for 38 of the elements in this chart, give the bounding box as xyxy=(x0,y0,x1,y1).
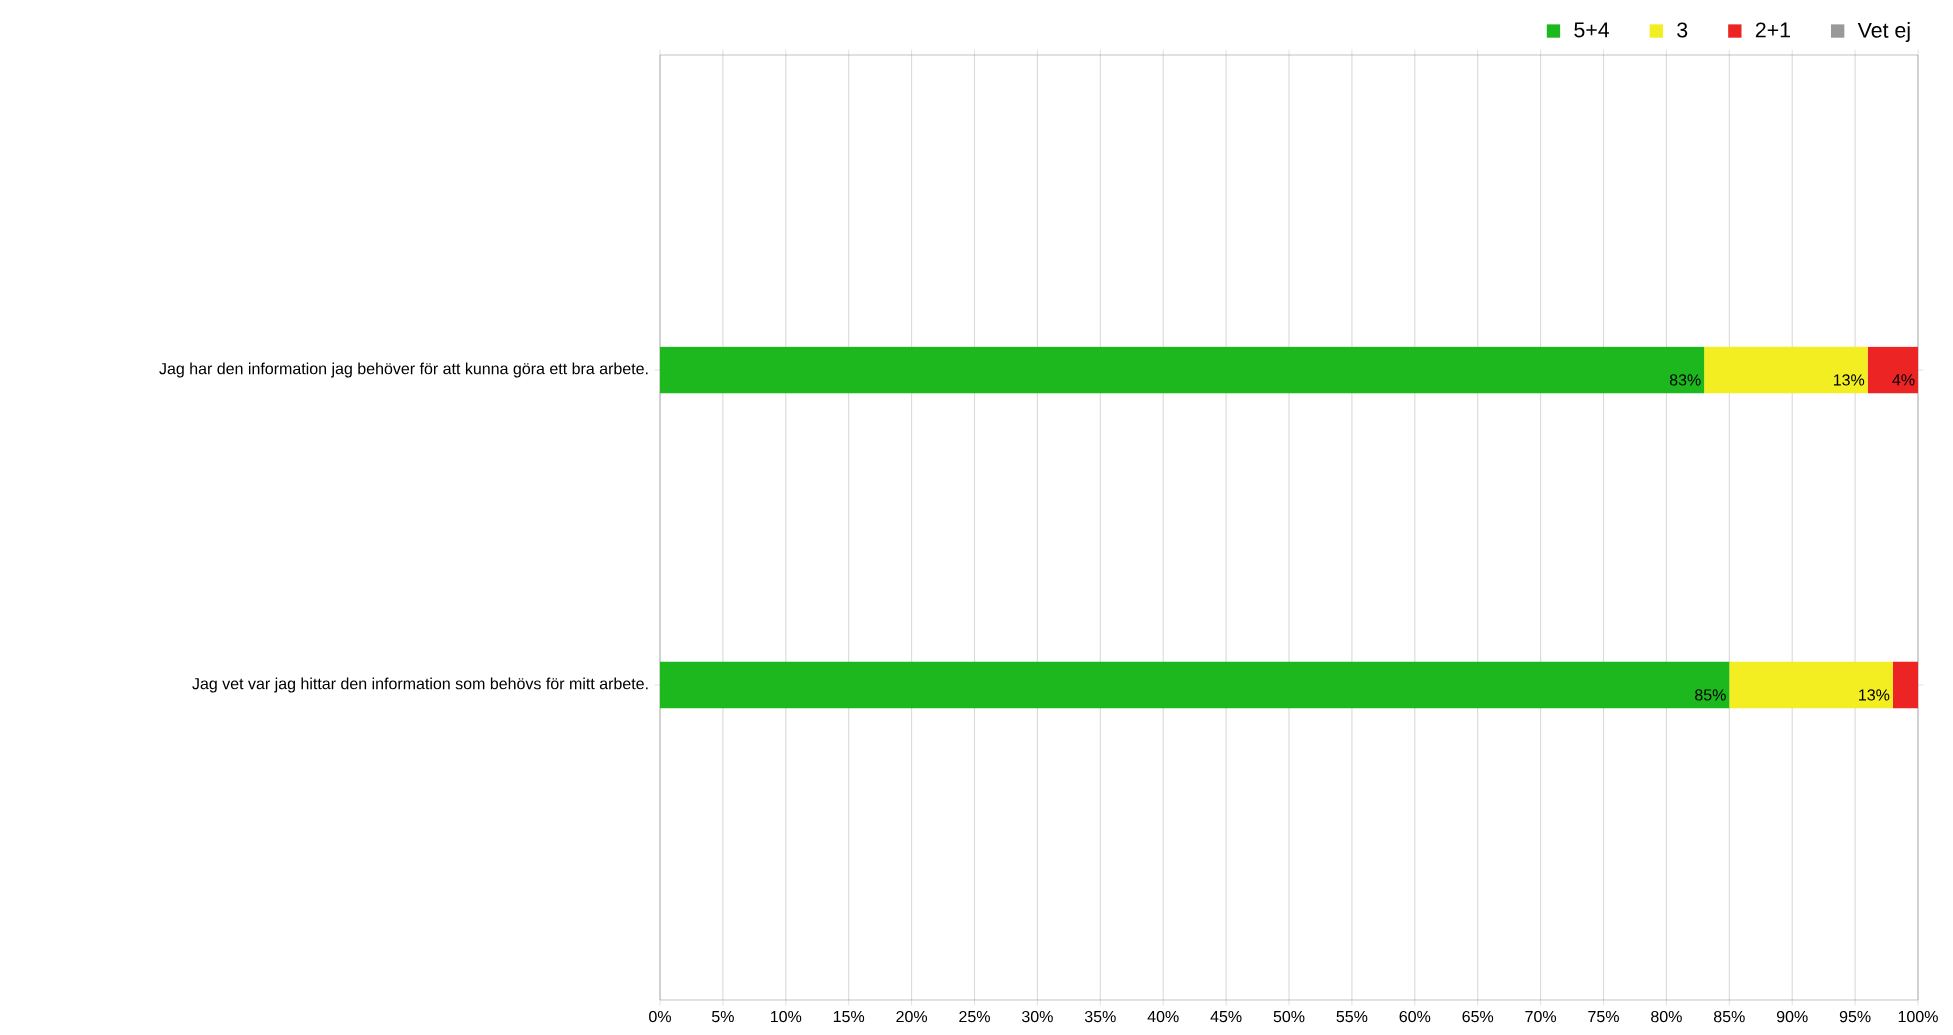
x-tick-label: 30% xyxy=(1022,1010,1053,1023)
x-tick-label: 15% xyxy=(833,1010,865,1023)
x-tick-label: 25% xyxy=(959,1010,990,1023)
x-tick-label: 85% xyxy=(1713,1010,1745,1023)
x-tick-label: 55% xyxy=(1336,1010,1368,1023)
x-tick-label: 95% xyxy=(1839,1010,1871,1023)
data-label: 83% xyxy=(1669,374,1701,386)
x-tick-label: 40% xyxy=(1147,1010,1179,1023)
bar xyxy=(660,661,1730,709)
x-tick-label: 5% xyxy=(711,1010,734,1023)
x-tick-label: 80% xyxy=(1651,1010,1682,1023)
x-tick-label: 70% xyxy=(1525,1010,1557,1023)
legend-label: 3 xyxy=(1677,22,1688,38)
bar xyxy=(1867,346,1918,394)
x-tick-label: 50% xyxy=(1273,1010,1305,1023)
bar xyxy=(1892,661,1918,709)
data-label: 13% xyxy=(1833,374,1865,386)
y-tick-label: Jag vet var jag hittar den information som behövs för mitt arbete. xyxy=(192,677,648,693)
data-label: 85% xyxy=(1695,689,1726,701)
data-label: 13% xyxy=(1859,689,1890,701)
legend-label: 2+1 xyxy=(1755,22,1790,38)
x-tick-label: 90% xyxy=(1776,1010,1808,1023)
legend-label: 5+4 xyxy=(1574,22,1609,38)
x-tick-label: 20% xyxy=(896,1010,928,1023)
x-tick-label: 35% xyxy=(1084,1010,1116,1023)
bar xyxy=(1729,661,1893,709)
bar xyxy=(1704,346,1868,394)
x-tick-label: 75% xyxy=(1588,1010,1619,1023)
y-tick-label: Jag har den information jag behöver för att kunna göra ett bra arbete. xyxy=(159,362,648,378)
x-tick-label: 0% xyxy=(649,1010,671,1023)
x-tick-label: 10% xyxy=(771,1010,802,1023)
bar xyxy=(660,346,1705,394)
data-label: 4% xyxy=(1892,374,1915,386)
legend-label: Vet ej xyxy=(1857,22,1910,42)
x-tick-label: 45% xyxy=(1210,1010,1242,1023)
x-tick-label: 65% xyxy=(1462,1010,1494,1023)
x-tick-label: 100% xyxy=(1898,1010,1938,1023)
x-tick-label: 60% xyxy=(1399,1010,1431,1023)
